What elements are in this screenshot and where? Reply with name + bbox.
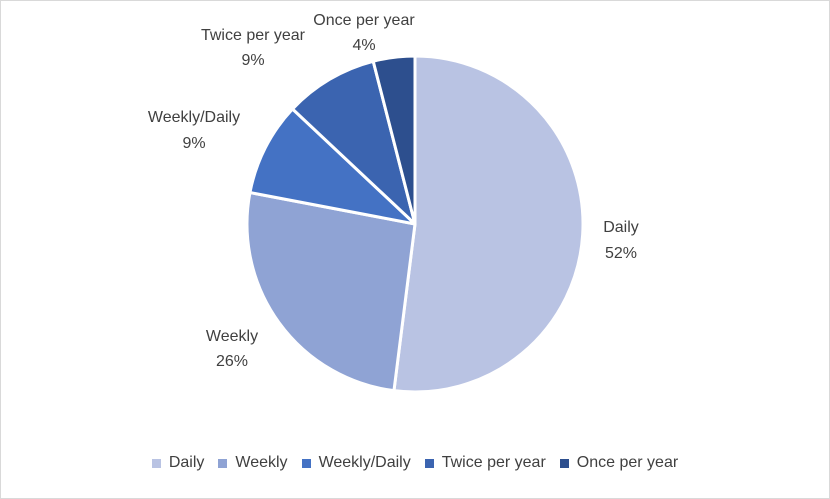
legend-label-twice-per-year: Twice per year bbox=[441, 454, 546, 471]
slice-percent-weekly: 26% bbox=[216, 353, 248, 370]
pie-slice-twice-per-year bbox=[291, 59, 417, 226]
legend-item-daily: Daily bbox=[151, 454, 205, 472]
slice-label-daily: Daily bbox=[603, 219, 639, 236]
slice-label-once-per-year: Once per year bbox=[313, 12, 415, 29]
pie-slice-daily bbox=[392, 54, 585, 394]
slice-percent-twice-per-year: 9% bbox=[241, 52, 264, 69]
legend-label-once-per-year: Once per year bbox=[576, 454, 679, 471]
pie-slice-once-per-year bbox=[371, 54, 417, 226]
pie-slice-weekly bbox=[245, 191, 417, 393]
legend-label-weekly: Weekly bbox=[235, 454, 288, 471]
legend-item-weekly-daily: Weekly/Daily bbox=[301, 454, 411, 472]
slice-percent-daily: 52% bbox=[605, 245, 637, 262]
legend-item-weekly: Weekly bbox=[218, 454, 288, 472]
slice-percent-weekly-daily: 9% bbox=[182, 135, 205, 152]
legend-label-daily: Daily bbox=[168, 454, 205, 471]
slice-label-weekly: Weekly bbox=[206, 328, 258, 345]
legend-item-once-per-year: Once per year bbox=[559, 454, 679, 472]
legend-swatch-twice-per-year bbox=[424, 458, 434, 468]
legend-label-weekly-daily: Weekly/Daily bbox=[318, 454, 411, 471]
legend-swatch-weekly-daily bbox=[301, 458, 311, 468]
legend: Daily Weekly Weekly/Daily Twice per year Onc… bbox=[1, 454, 829, 472]
pie-slice-weekly-daily bbox=[248, 107, 417, 226]
legend-swatch-once-per-year bbox=[559, 458, 569, 468]
legend-item-twice-per-year: Twice per year bbox=[424, 454, 546, 472]
slice-percent-once-per-year: 4% bbox=[352, 37, 375, 54]
legend-swatch-weekly bbox=[218, 458, 228, 468]
slice-label-weekly-daily: Weekly/Daily bbox=[148, 109, 240, 126]
slice-label-twice-per-year: Twice per year bbox=[201, 27, 306, 44]
legend-swatch-daily bbox=[151, 458, 161, 468]
